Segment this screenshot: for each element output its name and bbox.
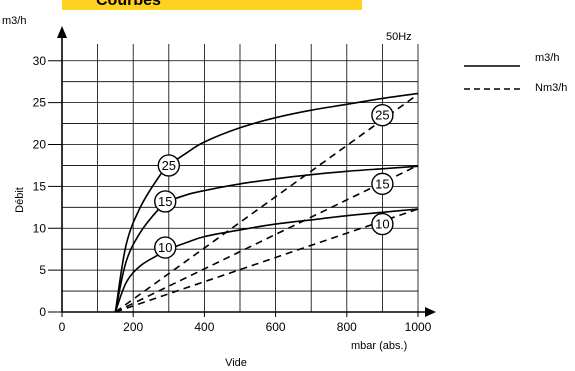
- y-axis-title: Débit: [14, 187, 26, 213]
- y-tick-label: 20: [33, 138, 47, 152]
- curve-label-circle: [157, 154, 181, 177]
- x-tick-label: 200: [123, 320, 143, 334]
- curve-labels: 25 15 10 25 15 10: [154, 103, 394, 259]
- x-tick-label: 400: [194, 320, 214, 334]
- legend-dashed-label: Nm3/h: [535, 82, 567, 94]
- legend: m3/h Nm3/h: [464, 52, 567, 94]
- y-tick-label: 0: [39, 305, 46, 319]
- curve-label-circle: [154, 236, 177, 259]
- x-tick-label: 600: [266, 320, 286, 334]
- tick-labels: 0 200 400 600 800 1000 0 5 10 15 20 25 30: [33, 54, 432, 334]
- series-line-dashed-25: [114, 93, 419, 313]
- x-tick-label: 800: [337, 320, 357, 334]
- y-axis-arrow-icon: [57, 26, 67, 38]
- series-line-dashed-10: [115, 208, 419, 313]
- y-tick-label: 30: [33, 54, 47, 68]
- curve-label-text: 10: [158, 240, 172, 255]
- frequency-label: 50Hz: [386, 31, 412, 43]
- curve-label-circle: [154, 190, 177, 213]
- y-unit-label: m3/h: [2, 15, 26, 27]
- legend-solid-label: m3/h: [535, 52, 559, 64]
- x-tick-label: 1000: [405, 320, 432, 334]
- curve-label-text: 25: [375, 108, 389, 123]
- curve-label-text: 25: [162, 158, 176, 173]
- series-line-solid-10: [114, 208, 419, 313]
- header-bar: [62, 0, 362, 10]
- x-axis-title: Vide: [225, 357, 247, 369]
- curve-label-text: 15: [158, 194, 172, 209]
- series-line-solid-15: [114, 165, 419, 313]
- curve-label-text: 10: [375, 217, 389, 232]
- x-unit-label: mbar (abs.): [351, 340, 407, 352]
- curve-label-text: 15: [375, 176, 389, 191]
- y-tick-label: 25: [33, 96, 47, 110]
- chart-section-title: Courbes: [96, 0, 161, 9]
- y-tick-label: 10: [33, 221, 47, 235]
- curve-label-circle: [371, 212, 394, 236]
- y-tick-label: 5: [39, 263, 46, 277]
- series-line-dashed-15: [115, 164, 419, 313]
- curve-label-circle: [371, 172, 394, 196]
- series-group: [114, 92, 419, 313]
- axes: [57, 26, 436, 317]
- curve-label-circle: [371, 103, 394, 127]
- x-tick-label: 0: [59, 320, 66, 334]
- x-axis-arrow-icon: [425, 307, 436, 317]
- grid: [62, 44, 419, 312]
- y-tick-label: 15: [33, 179, 47, 193]
- series-line-solid-25: [114, 92, 419, 313]
